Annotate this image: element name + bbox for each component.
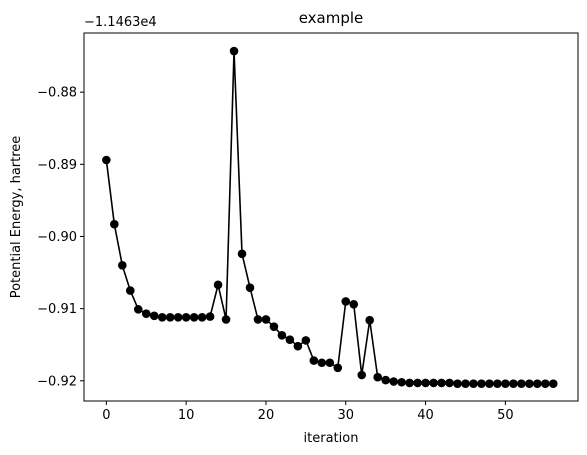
- data-point: [317, 358, 327, 368]
- y-tick-label: −0.88: [37, 86, 77, 101]
- data-point: [261, 315, 271, 324]
- data-point: [110, 219, 119, 229]
- data-point: [277, 331, 287, 340]
- data-point: [118, 261, 127, 270]
- data-point: [365, 315, 375, 325]
- y-axis: −0.92 −0.91 −0.90 −0.89 −0.88: [37, 86, 84, 389]
- data-point: [301, 336, 311, 345]
- data-point: [485, 379, 494, 388]
- data-point: [141, 309, 151, 318]
- x-tick-label: 50: [497, 408, 514, 423]
- data-point: [173, 313, 183, 322]
- x-tick-label: 0: [102, 408, 110, 423]
- y-tick-label: −0.89: [37, 158, 77, 173]
- data-point: [293, 341, 303, 351]
- data-point: [437, 378, 446, 388]
- data-point: [429, 378, 438, 388]
- data-point: [341, 297, 351, 306]
- y-tick-label: −0.90: [37, 230, 77, 245]
- axes-frame: [83, 32, 579, 402]
- data-point: [205, 312, 215, 321]
- data-point: [197, 313, 207, 322]
- data-point: [221, 315, 231, 324]
- data-point: [133, 305, 143, 314]
- data-point: [253, 315, 263, 324]
- data-point: [189, 313, 199, 322]
- x-tick-label: 20: [258, 408, 275, 423]
- x-tick-label: 30: [337, 408, 354, 423]
- data-point: [333, 363, 343, 373]
- data-point: [548, 379, 558, 388]
- data-point: [421, 378, 430, 388]
- data-point: [349, 300, 359, 309]
- data-point: [501, 379, 510, 388]
- series-layer: [102, 46, 558, 388]
- data-point: [525, 379, 534, 388]
- data-point: [325, 358, 335, 368]
- data-point: [245, 283, 255, 293]
- data-point: [413, 378, 422, 388]
- data-point: [540, 379, 550, 388]
- data-point: [445, 378, 454, 388]
- data-point: [389, 377, 398, 386]
- x-axis: 0 10 20 30 40 50: [102, 401, 514, 423]
- data-point: [102, 155, 111, 165]
- x-tick-label: 40: [417, 408, 434, 423]
- data-point: [517, 379, 526, 388]
- data-point: [285, 335, 295, 344]
- x-axis-label: iteration: [304, 431, 359, 446]
- data-point: [269, 322, 279, 331]
- y-tick-label: −0.92: [37, 374, 77, 389]
- data-point: [533, 379, 542, 388]
- data-point: [229, 46, 239, 56]
- y-offset-label: −1.1463e4: [84, 15, 157, 30]
- data-point: [477, 379, 486, 388]
- data-point: [405, 378, 414, 388]
- data-point: [181, 313, 191, 322]
- data-point: [397, 377, 406, 387]
- data-point: [453, 379, 462, 388]
- data-point: [357, 370, 367, 380]
- data-point: [493, 379, 502, 388]
- data-point: [213, 280, 223, 290]
- data-point: [509, 379, 518, 388]
- plot-area: [84, 33, 578, 401]
- data-point: [309, 356, 319, 365]
- data-point: [469, 379, 478, 388]
- data-point: [165, 313, 175, 322]
- data-point: [157, 313, 167, 322]
- data-point: [125, 286, 135, 295]
- x-tick-label: 10: [178, 408, 195, 423]
- data-point: [381, 375, 390, 385]
- data-point: [149, 311, 159, 321]
- chart-title: example: [299, 9, 364, 27]
- y-tick-label: −0.91: [37, 302, 77, 317]
- data-point: [373, 372, 382, 382]
- data-point: [461, 379, 470, 388]
- data-point: [237, 249, 247, 259]
- y-axis-label: Potential Energy, hartree: [9, 136, 24, 299]
